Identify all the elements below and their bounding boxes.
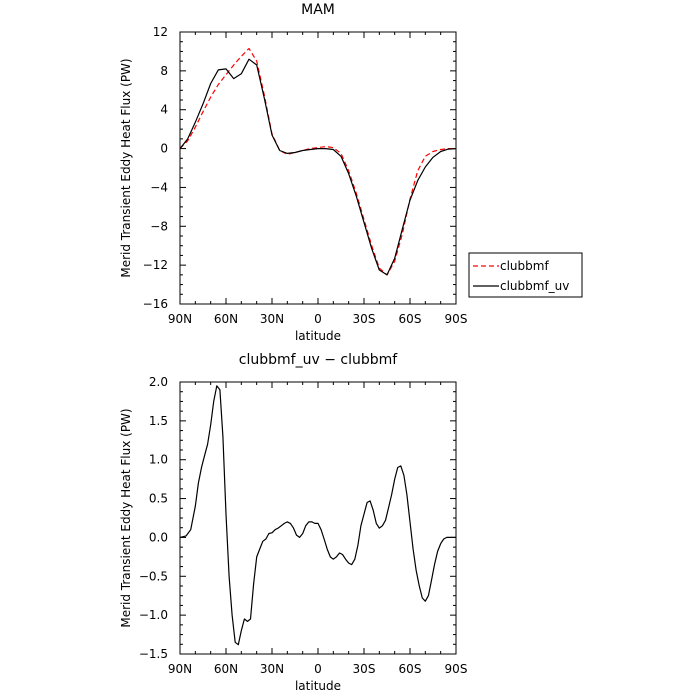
x-axis-title: latitude bbox=[295, 679, 341, 693]
y-tick-label: −12 bbox=[143, 258, 168, 272]
x-tick-label: 60S bbox=[399, 662, 422, 676]
series-line-clubbmf_uv bbox=[179, 58, 457, 276]
y-tick-label: −0.5 bbox=[139, 569, 168, 583]
y-tick-label: −1.5 bbox=[139, 647, 168, 661]
legend-label: clubbmf bbox=[500, 259, 549, 273]
y-tick-label: 12 bbox=[153, 25, 168, 39]
x-tick-label: 60S bbox=[399, 312, 422, 326]
y-tick-label: 8 bbox=[160, 64, 168, 78]
chart-title: clubbmf_uv − clubbmf bbox=[239, 352, 398, 368]
y-tick-label: −1.0 bbox=[139, 608, 168, 622]
series-line-difference bbox=[179, 385, 456, 646]
y-tick-label: 1.5 bbox=[149, 414, 168, 428]
plot-frame bbox=[179, 31, 457, 305]
x-tick-label: 30N bbox=[260, 662, 284, 676]
y-tick-label: 4 bbox=[160, 103, 168, 117]
y-axis-title: Merid Transient Eddy Heat Flux (PW) bbox=[119, 58, 133, 277]
x-tick-label: 0 bbox=[314, 312, 322, 326]
y-tick-label: 0 bbox=[160, 142, 168, 156]
series-line-clubbmf bbox=[179, 47, 456, 276]
x-tick-label: 30S bbox=[353, 312, 376, 326]
legend-box bbox=[468, 252, 583, 298]
y-tick-label: 1.0 bbox=[149, 453, 168, 467]
y-tick-label: −8 bbox=[150, 219, 168, 233]
plot-frame bbox=[179, 381, 457, 655]
x-tick-label: 60N bbox=[214, 312, 238, 326]
lower-panel-difference: 90N 60N 30N 0 30S 60S 90S 2.0 1.5 1.0 0.5 0.0 −0.5 −1… bbox=[119, 352, 467, 693]
x-tick-label: 0 bbox=[314, 662, 322, 676]
y-tick-label: −16 bbox=[143, 297, 168, 311]
chart-title: MAM bbox=[301, 2, 335, 18]
x-tick-label: 90S bbox=[445, 312, 468, 326]
y-axis-title: Merid Transient Eddy Heat Flux (PW) bbox=[119, 408, 133, 627]
y-tick-label: 0.5 bbox=[149, 492, 168, 506]
upper-panel-mam: 90N 60N 30N 0 30S 60S 90S 12 8 4 0 −4 −8 −12 −16 MAM lat… bbox=[119, 2, 583, 343]
y-tick-label: 2.0 bbox=[149, 375, 168, 389]
x-axis-title: latitude bbox=[295, 329, 341, 343]
x-tick-label: 90N bbox=[168, 662, 192, 676]
y-tick-label: 0.0 bbox=[149, 530, 168, 544]
x-tick-label: 30N bbox=[260, 312, 284, 326]
legend-label: clubbmf_uv bbox=[500, 279, 569, 293]
y-tick-label: −4 bbox=[150, 180, 168, 194]
x-tick-label: 90N bbox=[168, 312, 192, 326]
x-tick-label: 60N bbox=[214, 662, 238, 676]
x-tick-label: 30S bbox=[353, 662, 376, 676]
x-tick-label: 90S bbox=[445, 662, 468, 676]
